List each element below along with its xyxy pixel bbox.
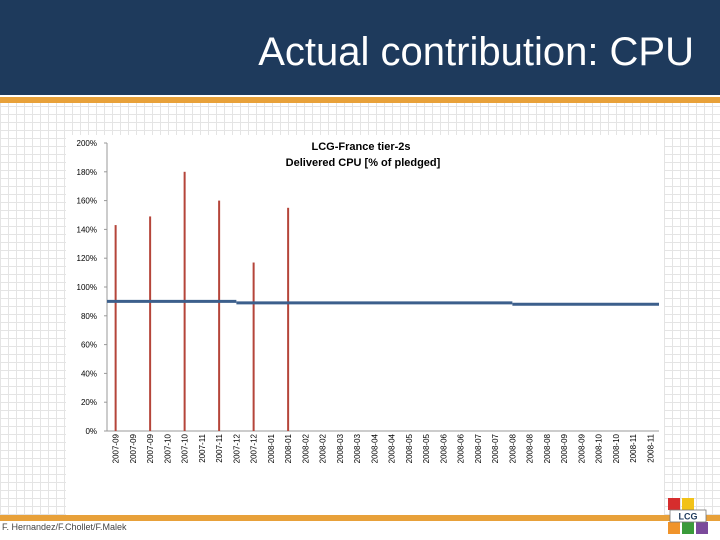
lcg-logo: LCG — [668, 498, 708, 534]
logo-block-red — [668, 498, 680, 510]
x-tick-label: 2008-02 — [301, 433, 310, 463]
slide-header: Actual contribution: CPU — [0, 0, 720, 95]
x-tick-label: 2008-01 — [284, 433, 293, 463]
y-tick-label: 60% — [81, 341, 97, 350]
x-tick-label: 2007-09 — [146, 433, 155, 463]
x-tick-label: 2007-10 — [181, 433, 190, 463]
y-tick-label: 120% — [77, 254, 97, 263]
logo-text: LCG — [679, 512, 698, 522]
x-tick-label: 2007-10 — [163, 433, 172, 463]
bar — [218, 200, 221, 431]
x-tick-label: 2007-09 — [129, 433, 138, 463]
logo-block-yellow — [682, 498, 694, 510]
x-tick-label: 2008-01 — [267, 433, 276, 463]
x-tick-label: 2008-07 — [474, 433, 483, 463]
chart-title: LCG-France tier-2s — [311, 141, 410, 153]
x-tick-label: 2008-06 — [439, 433, 448, 463]
x-tick-label: 2008-08 — [543, 433, 552, 463]
x-tick-label: 2007-11 — [215, 433, 224, 462]
y-tick-label: 160% — [77, 197, 97, 206]
y-tick-label: 140% — [77, 225, 97, 234]
bar — [252, 262, 255, 431]
x-tick-label: 2007-09 — [112, 433, 121, 463]
y-tick-label: 100% — [77, 283, 97, 292]
x-tick-label: 2008-09 — [577, 433, 586, 463]
x-axis-ticks: 2007-09 2007-09 2007-09 2007-10 2007-10 2007-… — [112, 433, 656, 463]
x-tick-label: 2008-05 — [405, 433, 414, 463]
x-tick-label: 2008-07 — [491, 433, 500, 463]
header-divider — [0, 97, 720, 103]
x-tick-label: 2008-08 — [508, 433, 517, 463]
y-tick-label: 80% — [81, 312, 97, 321]
x-tick-label: 2008-11 — [646, 433, 655, 462]
pledge-line — [107, 299, 659, 306]
x-tick-label: 2007-11 — [198, 433, 207, 462]
slide-title: Actual contribution: CPU — [258, 30, 694, 74]
x-tick-label: 2008-02 — [319, 433, 328, 463]
x-tick-label: 2008-08 — [526, 433, 535, 463]
footer-bar — [0, 515, 720, 521]
x-tick-label: 2008-09 — [560, 433, 569, 463]
bar — [287, 207, 290, 431]
x-tick-label: 2008-04 — [388, 433, 397, 463]
chart-subtitle: Delivered CPU [% of pledged] — [286, 157, 441, 169]
x-tick-label: 2008-11 — [629, 433, 638, 462]
bar — [149, 216, 152, 431]
y-tick-label: 20% — [81, 398, 97, 407]
y-tick-label: 0% — [85, 427, 97, 436]
x-tick-label: 2008-06 — [457, 433, 466, 463]
x-tick-label: 2007-12 — [232, 433, 241, 463]
y-tick-label: 200% — [77, 139, 97, 148]
y-axis-ticks: 0% 20% 40% 60% 80% 100% 120% 140% 160% 180% 200% — [77, 139, 107, 436]
bar-chart: LCG-France tier-2s Delivered CPU [% of p… — [77, 139, 659, 463]
chart-panel: LCG-France tier-2s Delivered CPU [% of p… — [66, 135, 664, 517]
x-tick-label: 2008-10 — [595, 433, 604, 463]
bar — [114, 225, 117, 431]
y-tick-label: 180% — [77, 168, 97, 177]
footer-credit: F. Hernandez/F.Chollet/F.Malek — [2, 522, 127, 532]
x-tick-label: 2007-12 — [250, 433, 259, 463]
logo-block-orange — [668, 522, 680, 534]
logo-text-box — [669, 509, 707, 523]
y-tick-label: 40% — [81, 369, 97, 378]
x-tick-label: 2008-03 — [353, 433, 362, 463]
x-tick-label: 2008-05 — [422, 433, 431, 463]
x-tick-label: 2008-03 — [336, 433, 345, 463]
x-tick-label: 2008-04 — [370, 433, 379, 463]
logo-block-green — [682, 522, 694, 534]
logo-block-purple — [696, 522, 708, 534]
x-tick-label: 2008-10 — [612, 433, 621, 463]
